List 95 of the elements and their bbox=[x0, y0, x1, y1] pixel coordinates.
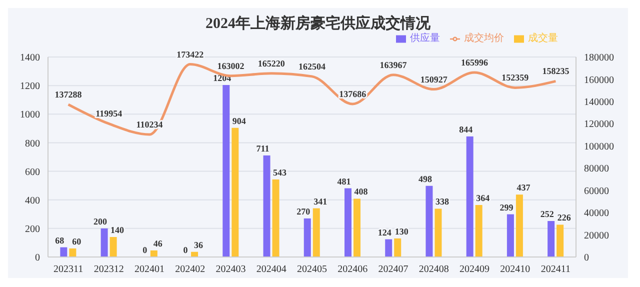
y2-tick-label: 180000 bbox=[584, 52, 614, 64]
x-tick-label: 202401 bbox=[134, 264, 165, 276]
data-label: 152359 bbox=[502, 72, 530, 83]
data-label: 226 bbox=[557, 212, 572, 223]
data-label: 150927 bbox=[420, 74, 448, 84]
data-label: 904 bbox=[232, 116, 246, 126]
y2-tick-label: 120000 bbox=[584, 119, 614, 130]
x-tick-label: 202312 bbox=[94, 264, 124, 276]
data-label: 137288 bbox=[54, 89, 82, 100]
y2-tick-label: 140000 bbox=[584, 96, 614, 108]
x-tick-label: 202408 bbox=[418, 264, 449, 276]
data-label: 36 bbox=[194, 240, 204, 250]
data-label: 119954 bbox=[96, 108, 123, 119]
x-tick-label: 202409 bbox=[459, 264, 490, 276]
data-label: 844 bbox=[459, 124, 474, 134]
data-label: 437 bbox=[516, 182, 531, 193]
bar bbox=[385, 239, 392, 257]
data-label: 408 bbox=[354, 186, 368, 197]
legend-label: 成交量 bbox=[528, 33, 558, 44]
y-tick-label: 800 bbox=[25, 138, 40, 150]
y2-tick-label: 40000 bbox=[584, 208, 609, 220]
data-label: 130 bbox=[394, 226, 409, 236]
y-tick-label: 1000 bbox=[20, 110, 40, 121]
data-label: 711 bbox=[256, 143, 270, 154]
y2-tick-label: 60000 bbox=[584, 186, 609, 197]
x-tick-label: 202410 bbox=[500, 264, 530, 276]
bar bbox=[344, 188, 352, 257]
y-tick-label: 1200 bbox=[20, 81, 40, 92]
y2-tick-label: 160000 bbox=[584, 74, 614, 86]
x-tick-label: 202405 bbox=[297, 264, 327, 276]
data-label: 0 bbox=[183, 245, 188, 255]
y2-tick-label: 100000 bbox=[584, 141, 614, 152]
bar bbox=[394, 238, 402, 257]
data-label: 165996 bbox=[460, 58, 488, 68]
x-tick-label: 202407 bbox=[378, 264, 408, 276]
bar bbox=[516, 194, 523, 257]
x-tick-label: 202411 bbox=[540, 264, 571, 276]
data-label: 68 bbox=[55, 235, 65, 246]
bar bbox=[272, 179, 280, 257]
data-label: 46 bbox=[153, 238, 163, 248]
data-label: 270 bbox=[296, 206, 311, 216]
bar bbox=[263, 155, 270, 257]
bar bbox=[100, 228, 108, 257]
bar bbox=[548, 221, 555, 257]
y2-tick-label: 0 bbox=[584, 252, 589, 264]
bar bbox=[150, 250, 158, 257]
data-label: 162504 bbox=[298, 61, 326, 72]
data-label: 163967 bbox=[380, 60, 408, 70]
y-tick-label: 400 bbox=[25, 195, 40, 206]
data-label: 173422 bbox=[176, 49, 204, 60]
bar bbox=[232, 128, 239, 257]
bar bbox=[466, 136, 474, 257]
bar bbox=[304, 218, 311, 257]
data-label: 60 bbox=[72, 236, 82, 246]
data-label: 163002 bbox=[217, 60, 245, 71]
data-label: 341 bbox=[314, 196, 328, 206]
y-tick-label: 0 bbox=[35, 252, 40, 264]
y-tick-label: 200 bbox=[25, 224, 40, 235]
bar bbox=[60, 247, 68, 257]
bar bbox=[506, 214, 514, 257]
y-tick-label: 600 bbox=[25, 166, 40, 178]
x-tick-label: 202404 bbox=[256, 264, 286, 276]
data-label: 364 bbox=[476, 193, 490, 203]
data-label: 124 bbox=[378, 227, 392, 238]
x-tick-label: 202402 bbox=[175, 264, 206, 276]
legend-label: 成交均价 bbox=[464, 33, 504, 44]
x-tick-label: 202311 bbox=[53, 264, 84, 276]
data-label: 140 bbox=[110, 225, 125, 235]
bar bbox=[434, 208, 442, 257]
data-label: 0 bbox=[142, 245, 148, 255]
y-tick-label: 1400 bbox=[20, 52, 40, 64]
bar bbox=[353, 198, 360, 257]
bar bbox=[222, 85, 230, 257]
bar bbox=[426, 186, 433, 257]
data-label: 543 bbox=[273, 167, 288, 178]
data-label: 498 bbox=[418, 174, 432, 184]
data-label: 200 bbox=[94, 216, 108, 226]
bar bbox=[69, 248, 76, 257]
data-label: 137686 bbox=[339, 89, 367, 100]
data-label: 338 bbox=[435, 196, 450, 207]
data-label: 299 bbox=[500, 202, 514, 212]
data-label: 481 bbox=[337, 176, 352, 186]
chart-title: 2024年上海新房豪宅供应成交情况 bbox=[204, 14, 432, 32]
y2-tick-label: 20000 bbox=[584, 230, 609, 242]
bar bbox=[110, 237, 117, 257]
data-label: 165220 bbox=[258, 58, 286, 68]
x-tick-label: 202403 bbox=[216, 264, 246, 276]
data-label: 252 bbox=[540, 209, 554, 219]
y2-tick-label: 80000 bbox=[584, 164, 609, 175]
legend-label: 供应量 bbox=[410, 33, 440, 44]
data-label: 158235 bbox=[542, 66, 570, 76]
bar bbox=[556, 224, 564, 257]
bar bbox=[312, 208, 320, 257]
bar bbox=[475, 205, 482, 257]
x-tick-label: 202406 bbox=[338, 264, 368, 276]
